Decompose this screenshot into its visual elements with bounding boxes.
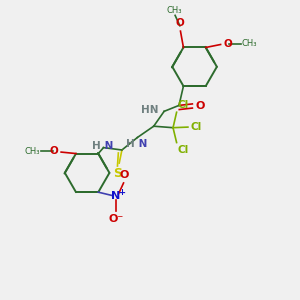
Text: O: O <box>176 18 184 28</box>
Text: S: S <box>113 167 122 180</box>
Text: CH₃: CH₃ <box>167 6 182 15</box>
Text: O⁻: O⁻ <box>109 214 124 224</box>
Text: N: N <box>101 141 113 152</box>
Text: CH₃: CH₃ <box>242 39 257 48</box>
Text: Cl: Cl <box>177 100 188 110</box>
Text: N: N <box>112 191 121 201</box>
Text: CH₃: CH₃ <box>24 147 40 156</box>
Text: +: + <box>118 188 126 197</box>
Text: O: O <box>224 39 232 49</box>
Text: O: O <box>120 170 129 180</box>
Text: H: H <box>92 141 101 152</box>
Text: HN: HN <box>141 105 159 115</box>
Text: Cl: Cl <box>190 122 202 132</box>
Text: O: O <box>195 101 205 111</box>
Text: N: N <box>135 139 147 149</box>
Text: H: H <box>126 139 135 149</box>
Text: O: O <box>50 146 58 157</box>
Text: Cl: Cl <box>177 145 188 155</box>
